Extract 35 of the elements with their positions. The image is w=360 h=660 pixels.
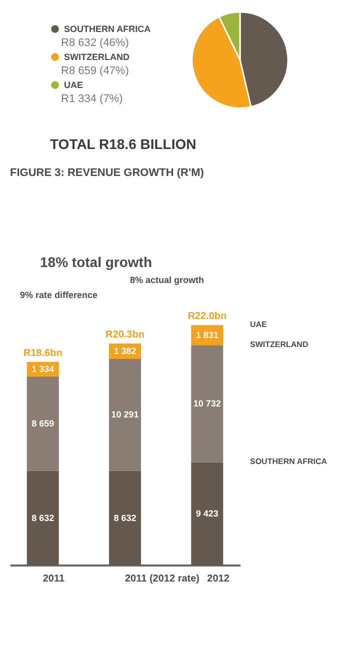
data-label: 1 334 — [32, 364, 54, 374]
text: SWITZERLAND — [250, 340, 308, 350]
text: 8% actual growth — [130, 275, 204, 285]
legend-label: UAE — [64, 80, 84, 90]
text: UAE — [250, 320, 268, 330]
text: 9% rate difference — [20, 290, 98, 300]
data-label: R8 659 (47%) — [61, 65, 129, 77]
bar — [109, 358, 141, 471]
text: 18% total growth — [40, 254, 152, 270]
total-label: R20.3bn — [106, 329, 144, 340]
chart-title: FIGURE 3: REVENUE GROWTH (R'M) — [10, 167, 204, 179]
data-label: 10 291 — [111, 410, 139, 420]
data-label: 8 659 — [32, 418, 54, 429]
data-label: 8 632 — [114, 512, 136, 523]
bar — [191, 462, 224, 565]
total-label: R18.6bn — [23, 348, 62, 359]
legend-label: SOUTHERN AFRICA — [64, 24, 152, 34]
data-label: R8 632 (46%) — [61, 37, 129, 49]
total-label: R22.0bn — [188, 311, 227, 322]
bar — [26, 470, 59, 565]
bar — [26, 376, 59, 471]
data-label: 1 382 — [114, 346, 136, 356]
data-label: 1 831 — [196, 330, 218, 340]
bar — [191, 345, 224, 462]
text: TOTAL R18.6 BILLION — [50, 136, 196, 152]
legend-label: SWITZERLAND — [64, 52, 130, 62]
data-label: 8 632 — [32, 512, 54, 523]
x-tick-label: 2012 — [207, 574, 230, 584]
data-label: R1 334 (7%) — [61, 93, 123, 105]
x-tick-label: 2011 — [42, 574, 65, 584]
data-label: 10 732 — [193, 398, 221, 409]
x-tick-label: 2011 (2012 rate) — [125, 574, 200, 584]
bar — [109, 470, 141, 565]
data-label: 9 423 — [196, 508, 218, 519]
text: SOUTHERN AFRICA — [250, 457, 328, 466]
